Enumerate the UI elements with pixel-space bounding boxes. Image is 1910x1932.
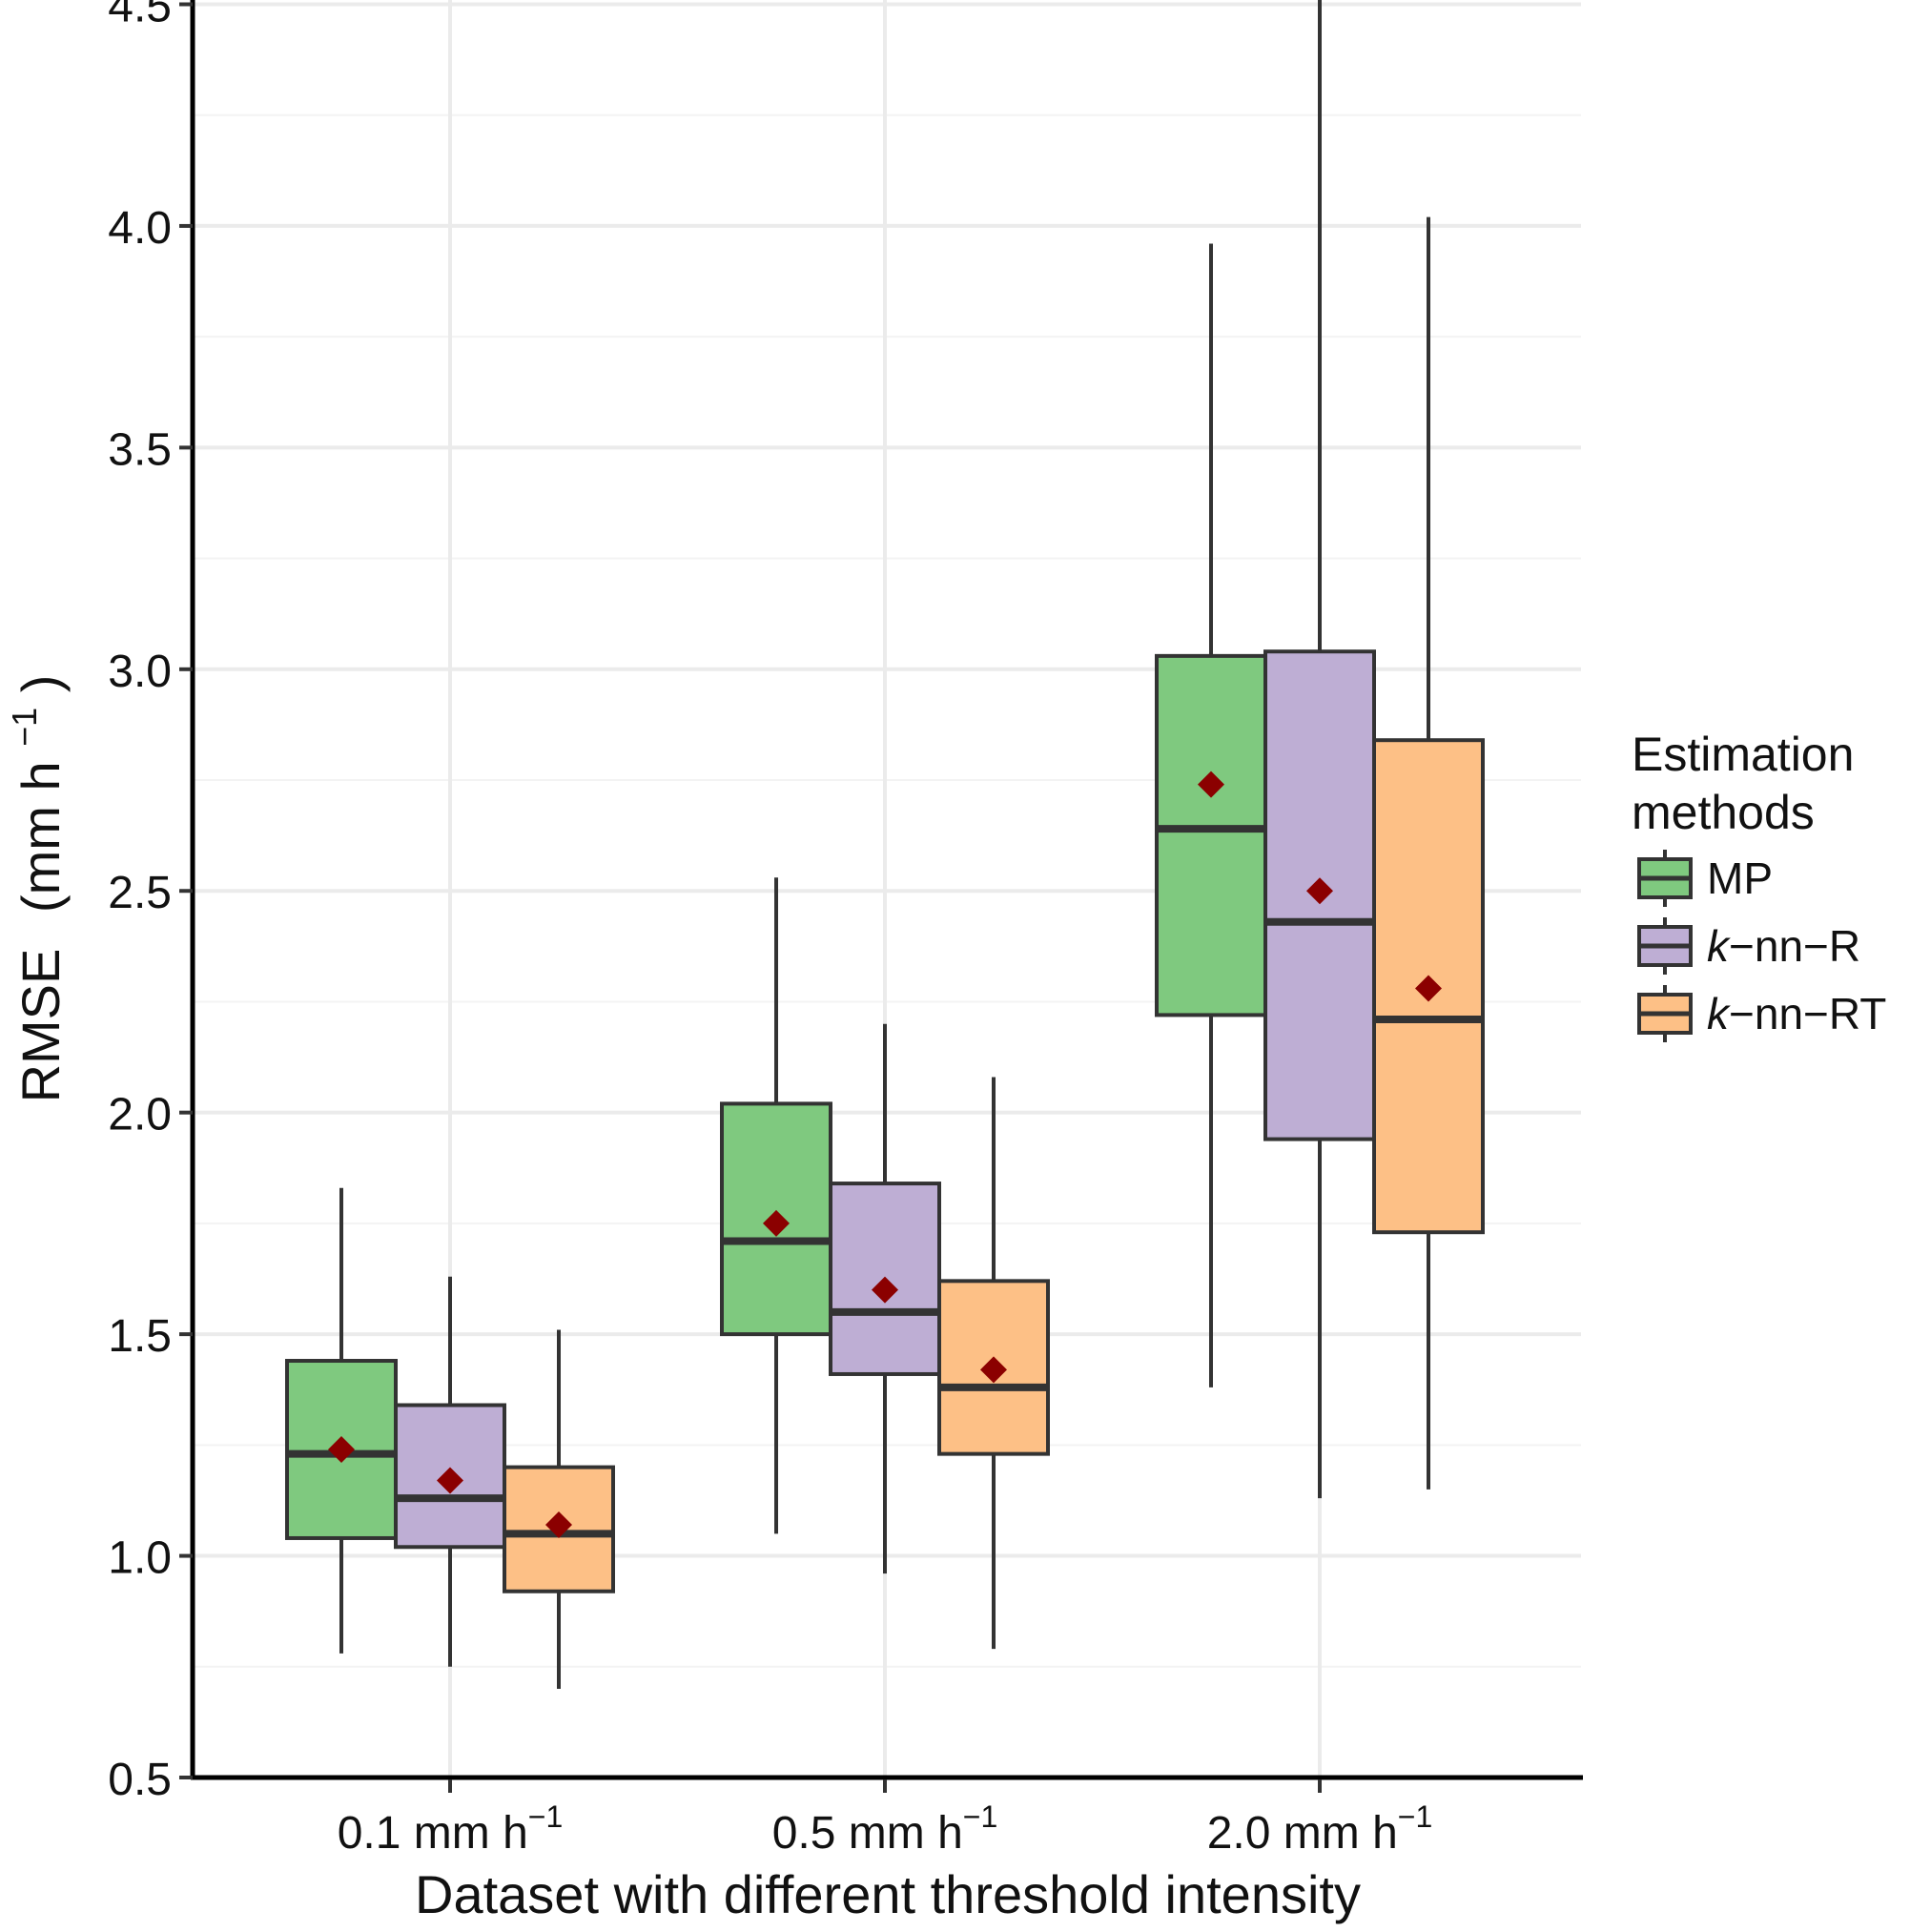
y-tick-label: 1.0: [108, 1533, 172, 1584]
svg-text:RMSE (mm h −1: RMSE (mm h −1 ): [0, 675, 71, 1103]
mean-marker: [545, 1511, 572, 1539]
mean-marker: [1198, 771, 1224, 798]
box-k-nn-rt-2: [937, 1077, 1050, 1650]
grid: [193, 0, 1581, 1779]
y-axis-title-unit-sup: −1: [5, 708, 44, 747]
legend-title-line2: methods: [1632, 786, 1815, 839]
legend-title-line1: Estimation: [1632, 728, 1854, 781]
legend-item: k−nn−R: [1637, 917, 1860, 975]
box-k-nn-r-2: [829, 1023, 941, 1574]
y-tick-label: 1.5: [108, 1311, 172, 1362]
y-axis-title-main: RMSE: [10, 949, 71, 1103]
x-tick-label: 0.5 mm h−1: [772, 1799, 998, 1859]
box-k-nn-r-1: [394, 1276, 506, 1667]
legend-keys: MP k−nn−R k−nn−RT: [1637, 850, 1886, 1042]
mean-marker: [980, 1356, 1007, 1384]
legend-item: k−nn−RT: [1637, 985, 1886, 1042]
y-axis-title-unit-close: ): [10, 675, 71, 693]
x-tick-label: 0.1 mm h−1: [338, 1799, 564, 1859]
y-axis-title-unit: (mm h: [10, 761, 71, 913]
box-mp-3: [1155, 243, 1267, 1387]
y-tick-label: 3.5: [108, 424, 172, 475]
y-tick-label: 2.0: [108, 1090, 172, 1141]
y-tick-label: 4.0: [108, 203, 172, 254]
box-body: [1155, 653, 1267, 1017]
legend-label: MP: [1707, 853, 1773, 903]
x-tick-label: 2.0 mm h−1: [1207, 1799, 1433, 1859]
mean-marker: [437, 1467, 463, 1494]
x-tick-labels: 0.1 mm h−1 0.5 mm h−1 2.0 mm h−1: [338, 1779, 1433, 1859]
boxes-layer: [285, 0, 1485, 1690]
y-axis-title: RMSE (mm h −1 ): [0, 675, 71, 1103]
y-tick-label: 0.5: [108, 1755, 172, 1805]
box-body: [503, 1465, 615, 1593]
y-tick-label: 2.5: [108, 868, 172, 918]
y-tick-labels: 0.5 1.0 1.5 2.0 2.5 3.0 3.5 4.0 4.5: [108, 0, 193, 1805]
y-tick-label: 3.0: [108, 647, 172, 697]
legend-label: k−nn−RT: [1707, 989, 1886, 1038]
box-k-nn-rt-3: [1372, 216, 1485, 1490]
mean-marker: [1415, 975, 1442, 1002]
box-k-nn-rt-1: [503, 1329, 615, 1690]
mean-marker: [1306, 877, 1333, 905]
mean-marker: [872, 1276, 898, 1304]
legend-label: k−nn−R: [1707, 921, 1860, 971]
x-axis-title: Dataset with different threshold intensi…: [415, 1864, 1361, 1924]
box-mp-2: [720, 877, 832, 1534]
box-mp-1: [285, 1187, 398, 1654]
mean-marker: [328, 1435, 355, 1463]
legend-item: MP: [1637, 850, 1773, 907]
y-tick-label: 4.5: [108, 0, 172, 31]
mean-marker: [763, 1209, 790, 1237]
legend: Estimation methods MP k−nn−R k−nn−RT: [1632, 728, 1886, 1042]
box-k-nn-r-3: [1263, 0, 1376, 1499]
